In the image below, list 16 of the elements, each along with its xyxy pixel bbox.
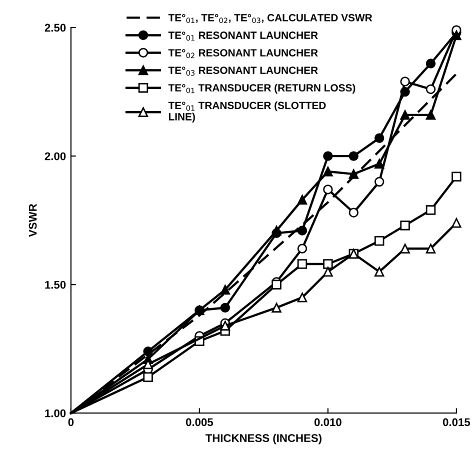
legend-label: TE°$_{01}$ TRANSDUCER (SLOTTED LINE) [168,101,326,122]
x-axis-title: THICKNESS (INCHES) [205,434,322,444]
legend-label: TE°$_{01}$ RESONANT LAUNCHER [168,32,318,41]
y-tick-label: 1.50 [45,280,66,289]
y-tick-label: 2.00 [44,152,66,160]
legend-label: TE°$_{01}$ TRANSDUCER (RETURN LOSS) [168,84,356,94]
legend-label: TE°$_{02}$ RESONANT LAUNCHER [168,49,318,58]
y-axis-title: VSWR [28,204,37,237]
x-tick-label: 0 [68,418,74,426]
y-tick-label: 2.50 [44,24,66,32]
y-tick-label: 1.00 [45,409,66,418]
legend-label: TE°$_{01}$, TE°$_{02}$, TE°$_{03}$, CALCULATED VSWR [168,14,372,24]
x-tick-label: 0.005 [186,418,214,426]
x-tick-label: 0.015 [442,418,470,426]
legend-label: TE°$_{03}$ RESONANT LAUNCHER [168,66,318,76]
x-tick-label: 0.010 [314,418,342,426]
